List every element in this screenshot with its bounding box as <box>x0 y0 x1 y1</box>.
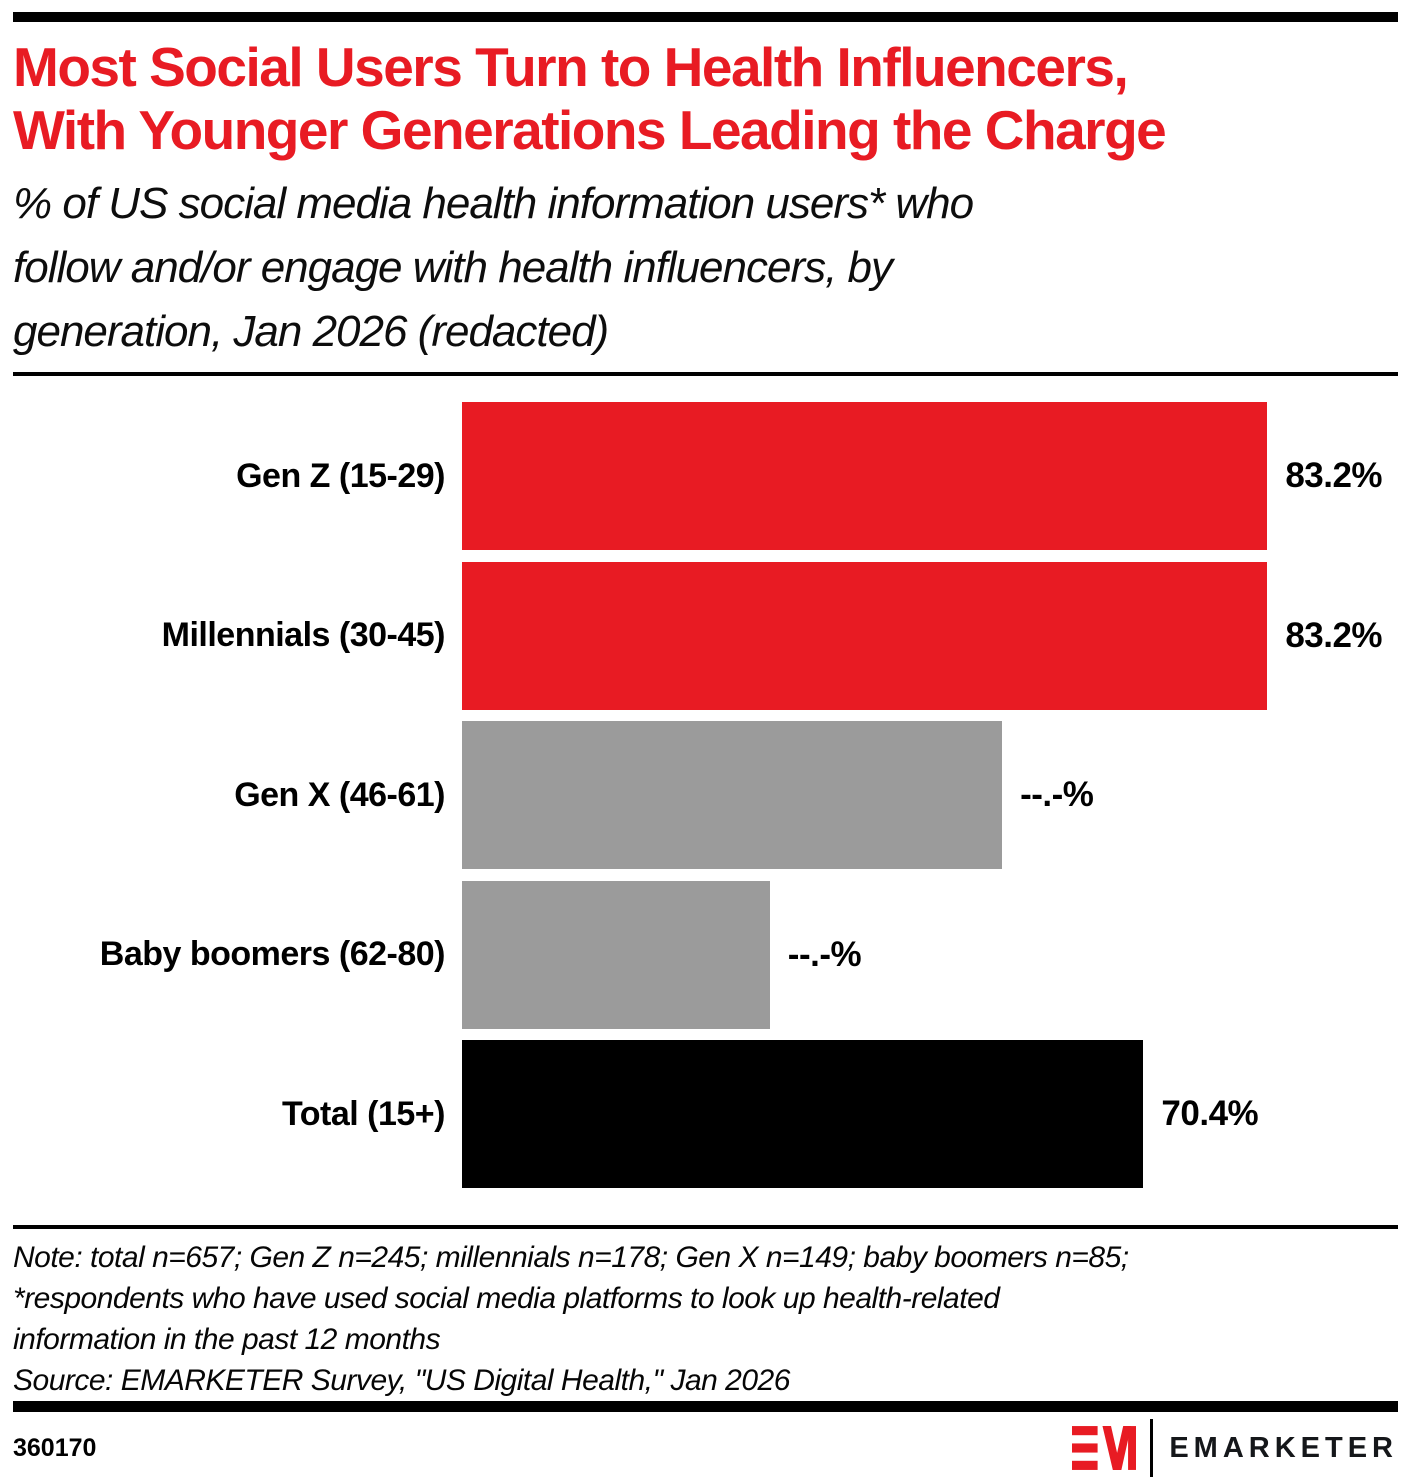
title-line-2: With Younger Generations Leading the Cha… <box>13 99 1167 161</box>
value-label: 83.2% <box>1285 615 1383 655</box>
category-label: Total (15+) <box>282 1094 445 1133</box>
chart-id: 360170 <box>13 1433 97 1462</box>
bar-gen-z <box>462 402 1268 550</box>
note-line: information in the past 12 months <box>13 1323 441 1356</box>
bar-track: --.-% <box>462 721 1398 869</box>
bar-track: 70.4% <box>462 1040 1398 1188</box>
note-line: Note: total n=657; Gen Z n=245; millenni… <box>13 1241 1129 1274</box>
bar-gen-x <box>462 721 1003 869</box>
top-rule <box>13 12 1398 22</box>
chart-row: Millennials (30-45) 83.2% <box>13 561 1398 710</box>
subtitle-line: follow and/or engage with health influen… <box>13 243 893 292</box>
chart-row: Gen X (46-61) --.-% <box>13 721 1398 869</box>
page-title: Most Social Users Turn to Health Influen… <box>13 36 1398 162</box>
header-divider <box>13 372 1398 376</box>
value-label: --.-% <box>1020 775 1094 814</box>
footer: 360170 EMARKETER <box>13 1419 1398 1477</box>
bar-total <box>462 1040 1144 1188</box>
footnote: Note: total n=657; Gen Z n=245; millenni… <box>13 1237 1398 1401</box>
logo-divider <box>1150 1419 1154 1477</box>
value-label: 83.2% <box>1285 456 1383 495</box>
bar-baby-boomers <box>462 880 770 1029</box>
footer-rule <box>13 1401 1398 1412</box>
note-divider <box>13 1225 1398 1229</box>
bar-millennials <box>462 561 1268 710</box>
chart-row: Gen Z (15-29) 83.2% <box>13 402 1398 550</box>
bar-track: 83.2% <box>462 561 1398 710</box>
category-label: Gen X (46-61) <box>234 775 445 814</box>
subtitle-line: % of US social media health information … <box>13 179 974 228</box>
bar-track: --.-% <box>462 880 1398 1029</box>
source-line: Source: EMARKETER Survey, "US Digital He… <box>13 1364 790 1397</box>
category-label: Millennials (30-45) <box>161 616 446 654</box>
bar-track: 83.2% <box>462 402 1398 550</box>
chart-row: Baby boomers (62-80) --.-% <box>13 880 1398 1029</box>
value-label: 70.4% <box>1161 1094 1259 1133</box>
brand-wordmark: EMARKETER <box>1169 1431 1398 1464</box>
bar-chart: Gen Z (15-29) 83.2% Millennials (30-45) … <box>13 402 1398 1188</box>
subtitle-line: generation, Jan 2026 (redacted) <box>13 307 609 356</box>
chart-subtitle: % of US social media health information … <box>13 172 1398 364</box>
chart-row: Total (15+) 70.4% <box>13 1040 1398 1188</box>
note-line: *respondents who have used social media … <box>13 1282 1000 1315</box>
value-label: --.-% <box>787 934 862 974</box>
emarketer-logo: EMARKETER <box>1072 1419 1398 1477</box>
category-label: Baby boomers (62-80) <box>99 935 446 973</box>
em-logo-icon <box>1072 1426 1137 1470</box>
title-line-1: Most Social Users Turn to Health Influen… <box>13 36 1129 98</box>
category-label: Gen Z (15-29) <box>236 456 445 495</box>
